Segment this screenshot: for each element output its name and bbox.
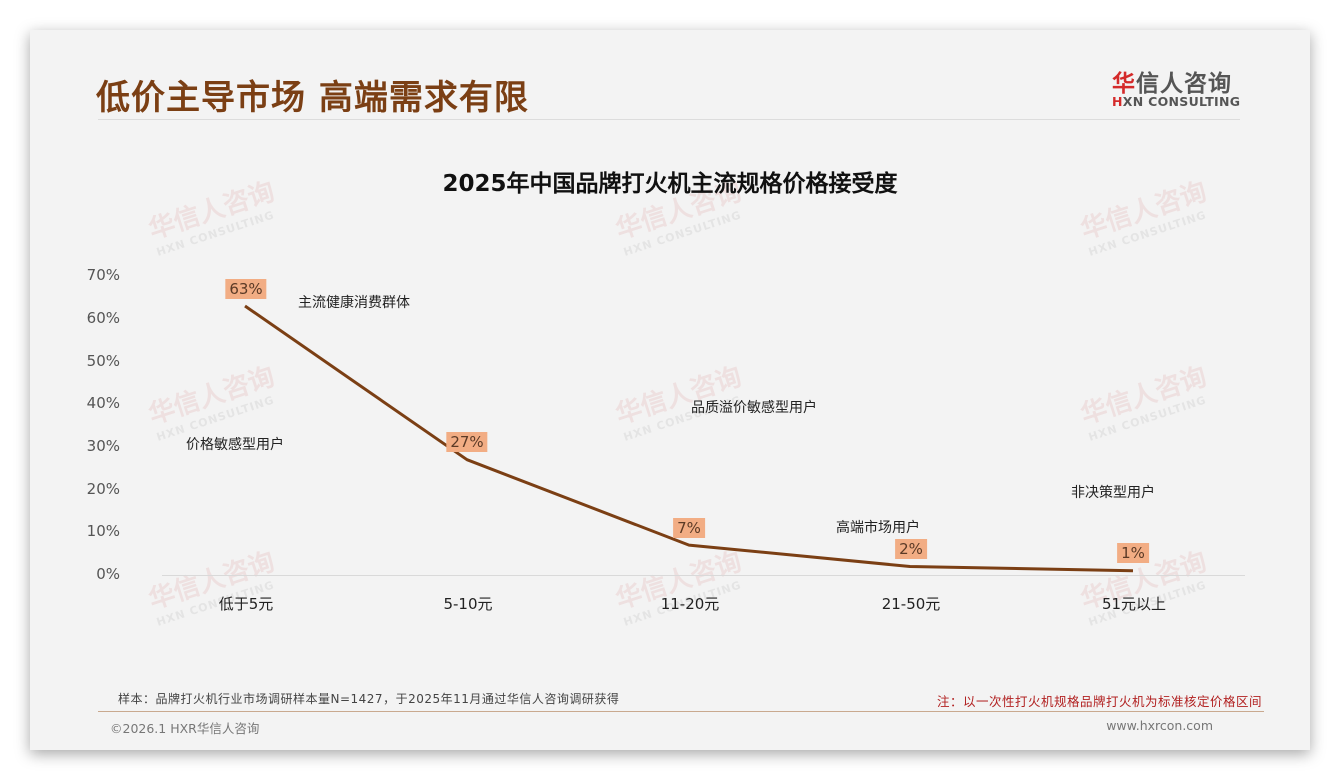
annotation-quality-premium: 品质溢价敏感型用户 xyxy=(691,400,817,416)
header-divider xyxy=(98,119,1240,120)
annotation-price-sensitive: 价格敏感型用户 xyxy=(186,437,284,453)
data-label: 1% xyxy=(1117,543,1149,563)
y-tick: 40% xyxy=(86,394,120,412)
sample-note: 样本：品牌打火机行业市场调研样本量N=1427，于2025年11月通过华信人咨询… xyxy=(118,692,620,706)
y-tick: 10% xyxy=(86,522,120,540)
x-tick: 51元以上 xyxy=(1101,595,1167,613)
y-tick: 50% xyxy=(86,352,120,370)
y-tick: 70% xyxy=(86,266,120,284)
brand-logo-cn: 华信人咨询 xyxy=(1112,64,1232,98)
line-chart xyxy=(162,304,1245,576)
series-line xyxy=(244,304,1134,573)
y-tick: 30% xyxy=(86,437,120,455)
y-tick: 0% xyxy=(96,565,120,583)
brand-logo-en: HXN CONSULTING xyxy=(1112,94,1240,109)
logo-accent-char: 华 xyxy=(1112,71,1136,97)
annotation-mainstream: 主流健康消费群体 xyxy=(298,295,410,311)
y-tick: 60% xyxy=(86,309,120,327)
slide: 华信人咨询 HXN CONSULTING 华信人咨询 HXN CONSULTIN… xyxy=(30,30,1310,750)
x-tick: 11-20元 xyxy=(660,595,720,613)
methodology-note: 注：以一次性打火机规格品牌打火机为标准核定价格区间 xyxy=(936,694,1262,709)
logo-en-text: XN CONSULTING xyxy=(1122,94,1241,109)
chart-title: 2025年中国品牌打火机主流规格价格接受度 xyxy=(442,171,898,197)
copyright: ©2026.1 HXR华信人咨询 xyxy=(110,721,260,736)
data-label: 27% xyxy=(446,432,488,452)
annotation-non-decision: 非决策型用户 xyxy=(1071,485,1155,501)
x-tick: 低于5元 xyxy=(218,595,274,613)
data-label: 7% xyxy=(673,518,705,538)
logo-en-accent: H xyxy=(1112,94,1123,109)
y-tick: 20% xyxy=(86,480,120,498)
website-link[interactable]: www.hxrcon.com xyxy=(1106,718,1213,733)
annotation-high-end: 高端市场用户 xyxy=(836,520,920,536)
page-title: 低价主导市场 高端需求有限 xyxy=(96,78,529,118)
data-label: 2% xyxy=(895,539,927,559)
x-tick: 21-50元 xyxy=(881,595,941,613)
data-label: 63% xyxy=(225,279,267,299)
logo-text: 信人咨询 xyxy=(1136,71,1232,97)
footer-divider xyxy=(98,711,1264,712)
x-tick: 5-10元 xyxy=(443,595,493,613)
